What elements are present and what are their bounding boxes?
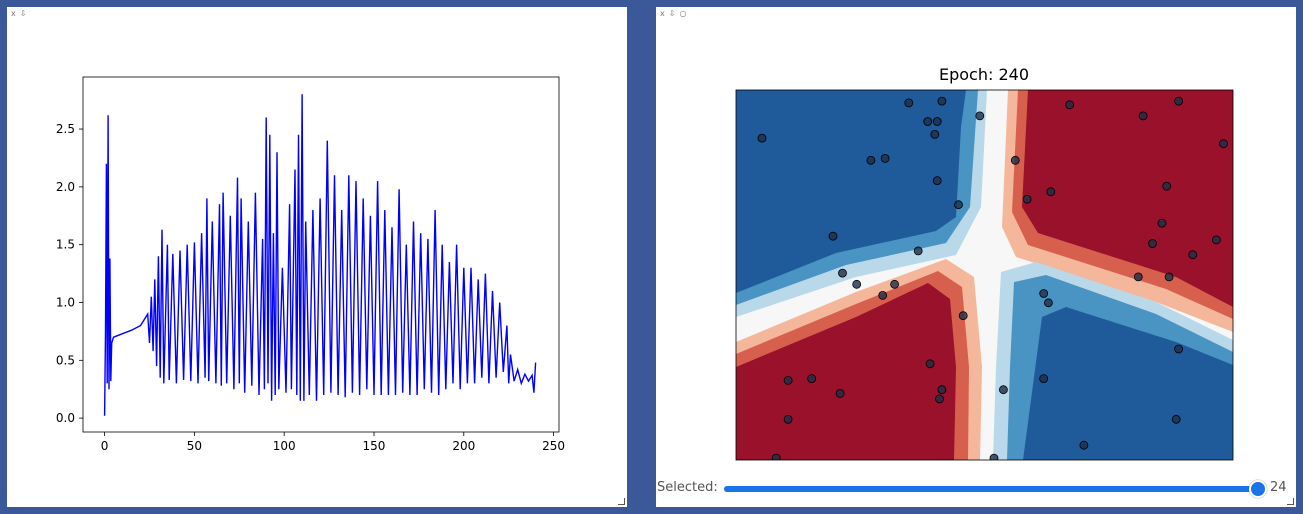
selected-value: 24 [1270,480,1287,495]
data-point [930,130,940,139]
download-icon[interactable]: ⇩ [668,9,680,18]
data-point [1171,414,1181,424]
data-point [937,96,947,106]
data-point [975,111,985,121]
data-point [852,279,862,289]
y-tick-label: 0.0 [56,411,75,425]
data-point [1174,344,1183,354]
download-icon[interactable]: ⇩ [19,9,31,18]
data-point [937,385,947,395]
data-point [1043,298,1053,308]
data-point [1065,100,1075,110]
y-tick-label: 2.0 [56,180,75,194]
data-point [783,375,793,385]
data-point [998,385,1008,395]
decision-regions [736,90,1233,460]
data-point [1039,374,1049,384]
data-point [890,279,900,289]
x-tick-label: 100 [273,439,296,453]
slider-thumb[interactable] [1249,480,1267,498]
data-point [880,153,890,163]
loss-series-line [103,94,537,416]
decision-boundary-panel: x⇩○ Epoch: 240 Selected: 24 [656,7,1296,507]
data-point [989,453,999,460]
blue-region-top-left [736,90,966,293]
epoch-title: Epoch: 240 [939,65,1029,84]
y-tick-label: 0.5 [56,353,75,367]
left-toolbar: x⇩ [11,9,30,18]
data-point [1039,289,1049,298]
data-point [771,453,781,460]
data-point [925,359,935,369]
loss-line-chart: 0 50 100 150 200 250 0.0 0.5 1.0 1.5 2.0 2.5 [56,76,565,453]
data-point [866,155,876,165]
data-point [932,176,942,186]
right-toolbar: x⇩○ [660,9,690,18]
x-tick-label: 0 [101,439,109,453]
data-point [913,246,923,256]
selected-label: Selected: [657,480,718,495]
loss-plot-panel: x⇩ 0 50 100 150 200 250 0.0 0.5 1.0 1.5 2.0 2.5 [7,7,627,507]
data-point [1174,96,1183,106]
data-point [1079,440,1089,450]
data-point [1157,218,1167,228]
resize-handle[interactable] [618,498,625,505]
resize-handle[interactable] [1287,498,1294,505]
y-tick-label: 1.0 [56,295,75,309]
data-point [923,117,933,126]
x-tick-label: 50 [187,439,202,453]
data-point [1148,239,1157,248]
red-region-bottom-left [736,283,956,460]
x-tick-label: 250 [542,439,565,453]
data-point [1212,235,1221,245]
data-point [1022,194,1032,204]
loss-plot-frame [82,76,560,433]
data-point [935,394,944,404]
data-point [838,268,847,278]
data-point [1188,250,1198,260]
close-icon[interactable]: x [660,9,669,18]
refresh-icon[interactable]: ○ [679,9,691,18]
data-point [878,290,888,300]
selection-slider-row: Selected: 24 [656,477,1296,499]
data-point [1164,272,1174,282]
data-point [1010,155,1020,165]
data-point [1219,139,1228,149]
decision-boundary-plot: Epoch: 240 [735,65,1234,461]
data-point [1046,187,1056,197]
x-tick-label: 150 [363,439,386,453]
plot-frame [735,89,1234,461]
data-point [828,231,838,241]
data-point [958,311,968,321]
data-point [807,374,817,384]
data-point [1133,272,1143,282]
data-point [932,117,942,126]
close-icon[interactable]: x [11,9,20,18]
y-tick-label: 2.5 [56,122,75,136]
data-point [1138,111,1148,121]
data-point [904,98,914,108]
x-tick-label: 200 [452,439,475,453]
data-point [835,388,845,398]
red-region-top-right [1022,90,1233,307]
data-point [954,200,963,210]
slider-track[interactable] [724,486,1256,492]
y-tick-label: 1.5 [56,238,75,252]
data-point [783,414,793,424]
data-point [757,133,767,143]
data-point [1162,181,1172,191]
